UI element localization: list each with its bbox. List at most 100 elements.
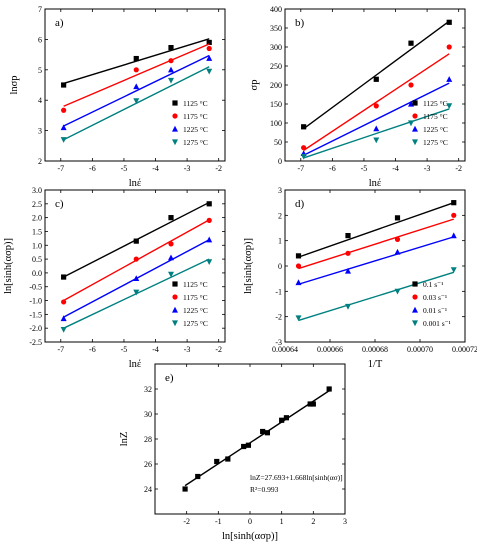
legend-marker: [412, 306, 418, 313]
y-tick-label: 3: [278, 186, 282, 195]
panel-label: a): [55, 17, 64, 29]
fit-line: [303, 53, 450, 151]
legend-label: 1275 °C: [183, 319, 208, 328]
x-tick-label: 0.00068: [362, 345, 388, 354]
legend-label: 1175 °C: [183, 112, 208, 121]
data-point: [373, 76, 379, 82]
data-point: [206, 55, 213, 61]
data-point: [168, 77, 174, 84]
y-tick-label: 30: [144, 410, 152, 419]
data-point: [295, 253, 302, 259]
y-tick-label: -2.5: [29, 338, 42, 347]
fit-line: [298, 218, 454, 270]
y-tick-label: 1: [278, 237, 282, 246]
legend-label: 0.03 s⁻¹: [423, 293, 447, 302]
data-point: [451, 212, 457, 218]
panel-d: 0.00064 0.00066 0.00068 0.00070 0.00072 -3 -2 -…: [243, 186, 477, 370]
data-point: [450, 267, 457, 273]
y-tick-label: 6: [38, 35, 42, 44]
data-point: [326, 386, 332, 392]
x-tick-label: 0.00066: [317, 345, 343, 354]
x-tick-label: 2: [311, 517, 315, 526]
panel-label: e): [165, 372, 174, 384]
legend-label: 0.001 s⁻¹: [423, 319, 451, 328]
legend-marker: [172, 306, 178, 313]
y-tick-label: 2: [38, 157, 42, 166]
legend-marker: [172, 100, 178, 106]
data-point: [373, 137, 380, 144]
x-tick-label: -5: [361, 164, 368, 173]
legend-marker: [172, 320, 178, 327]
x-axis-label: ln[sinh(ασp)]: [222, 531, 278, 542]
data-point: [60, 315, 67, 322]
y-tick-label: -3: [275, 338, 282, 347]
y-axis-label: ln[sinh(ασp)]: [243, 238, 254, 294]
panel-label: c): [55, 198, 64, 210]
data-point: [206, 45, 212, 52]
fit-line: [63, 54, 210, 127]
legend-label: 0.1 s⁻¹: [423, 280, 443, 289]
data-point: [264, 430, 271, 436]
legend-marker: [172, 294, 178, 300]
fit-line: [298, 236, 454, 285]
fit-line: [63, 43, 210, 107]
y-tick-label: 2.5: [32, 200, 42, 209]
legend-marker: [172, 281, 178, 287]
data-point: [446, 19, 452, 25]
data-point: [300, 153, 307, 160]
data-point: [295, 279, 302, 286]
data-point: [301, 145, 307, 151]
x-tick-label: -4: [392, 164, 399, 173]
y-tick-label: 250: [270, 62, 282, 71]
y-tick-label: -1: [275, 287, 282, 296]
y-tick-label: -1.5: [29, 310, 42, 319]
data-point: [446, 44, 452, 50]
y-tick-label: 26: [144, 460, 152, 469]
data-point: [60, 124, 67, 131]
data-point: [394, 288, 401, 295]
data-point: [182, 486, 188, 492]
x-tick-label: -2: [183, 517, 190, 526]
fit-line: [303, 108, 450, 159]
legend-marker: [412, 100, 418, 106]
x-tick-label: 0: [248, 517, 252, 526]
y-tick-label: -0.5: [29, 283, 42, 292]
fit-line: [184, 390, 330, 487]
data-point: [61, 82, 67, 88]
y-axis-label: lnZ: [119, 432, 130, 447]
y-tick-label: 200: [270, 81, 282, 90]
data-point: [168, 215, 174, 221]
fit-line: [303, 20, 450, 130]
y-tick-label: 28: [144, 435, 152, 444]
legend-marker: [412, 281, 418, 287]
y-tick-label: 4: [38, 96, 42, 105]
data-point: [168, 45, 174, 51]
data-point: [446, 76, 453, 82]
data-point: [61, 274, 67, 280]
y-tick-label: 3: [38, 127, 42, 136]
data-point: [214, 458, 220, 465]
legend-label: 1125 °C: [183, 280, 208, 289]
y-tick-label: 100: [270, 119, 282, 128]
data-point: [373, 125, 380, 132]
data-point: [133, 238, 139, 244]
x-tick-label: -3: [184, 164, 191, 173]
data-point: [450, 232, 457, 239]
y-tick-label: 0.0: [32, 269, 42, 278]
plot-frame: [44, 8, 226, 162]
data-point: [394, 215, 401, 221]
data-point: [168, 271, 174, 278]
panel-a: -7 -6 -5 -4 -3 -2 2 3 4 5 6 7 lnέ lnσp a) 1125 °C 1175 °…: [9, 5, 226, 189]
data-point: [195, 473, 201, 480]
x-tick-label: -7: [57, 164, 64, 173]
data-point: [283, 415, 290, 421]
data-point: [451, 200, 457, 206]
data-point: [168, 66, 174, 73]
x-tick-label: -5: [121, 164, 128, 173]
legend-marker: [412, 320, 418, 327]
data-point: [408, 82, 414, 88]
data-point: [61, 107, 67, 113]
legend-label: 1225 °C: [183, 125, 208, 134]
x-tick-label: -6: [329, 164, 336, 173]
x-tick-label: -2: [215, 164, 222, 173]
